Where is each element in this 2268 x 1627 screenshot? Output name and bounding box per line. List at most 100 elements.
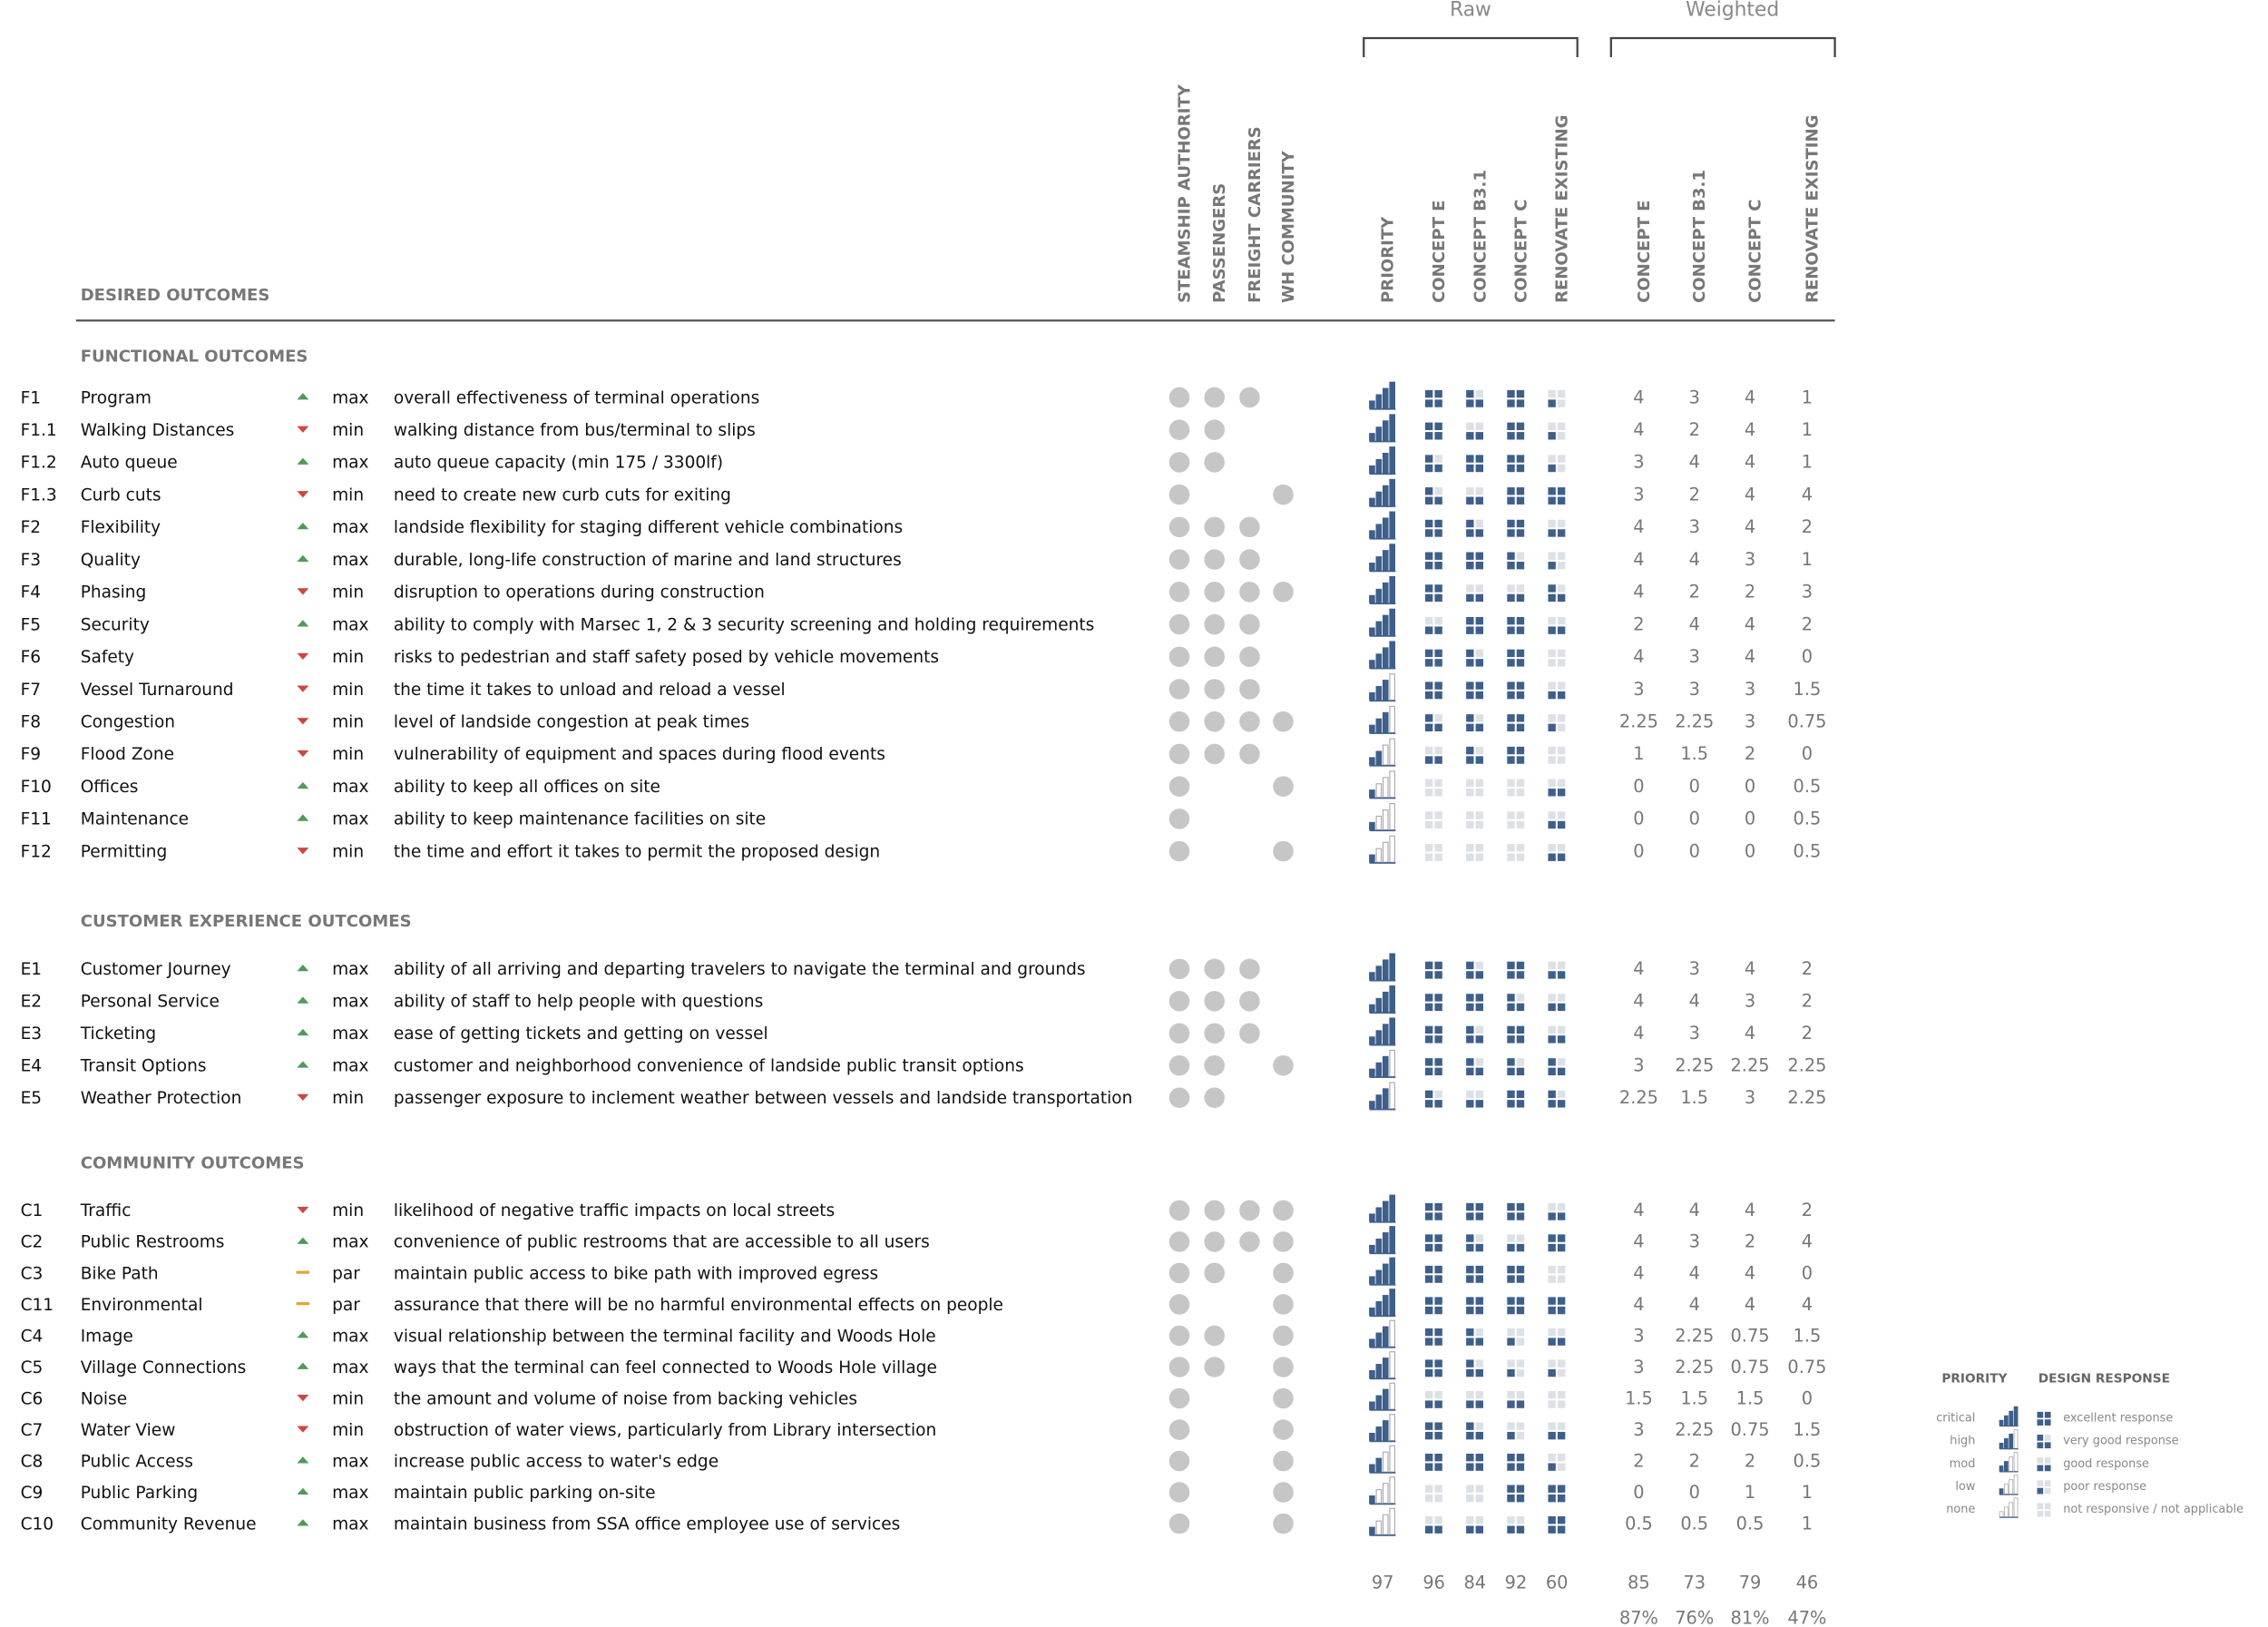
response-cell (1475, 464, 1483, 473)
stakeholder-dot (1168, 1262, 1190, 1284)
outcome-id: F6 (21, 648, 41, 667)
outcome-id: F2 (21, 518, 41, 537)
response-cell (1557, 1463, 1566, 1471)
outcome-id: E4 (21, 1057, 43, 1076)
response-cell (1557, 1202, 1566, 1211)
description: the amount and volume of noise from back… (394, 1389, 857, 1408)
weighted-score: 3 (1633, 1357, 1644, 1377)
direction: min (332, 485, 364, 505)
direction: par (332, 1296, 360, 1315)
outcome-id: F8 (21, 713, 41, 732)
priority-base (1369, 570, 1396, 573)
response-cell (1466, 779, 1474, 787)
response-cell (1466, 1422, 1474, 1430)
stakeholder-dot (1168, 1087, 1190, 1109)
priority-bar (2009, 1456, 2014, 1472)
weighted-score: 3 (1745, 549, 1755, 570)
weighted-score: 2.25 (1619, 711, 1658, 732)
direction: max (332, 1514, 368, 1534)
response-cell (1466, 487, 1474, 495)
response-cell (1424, 1243, 1433, 1252)
response-cell (1507, 1275, 1515, 1283)
response-icon (1424, 552, 1442, 570)
response-cell (1434, 584, 1442, 593)
response-icon (1424, 681, 1442, 700)
stakeholder-dot (1168, 990, 1190, 1012)
response-icon (1466, 1090, 1483, 1108)
priority-icon (1369, 953, 1396, 982)
response-cell (1516, 1516, 1525, 1524)
weighted-score: 4 (1745, 646, 1755, 667)
column-header: RENOVATE EXISTING (1553, 115, 1572, 303)
response-cell (1516, 1328, 1525, 1337)
response-cell (1516, 1431, 1525, 1440)
outcome-id: C9 (21, 1484, 44, 1503)
response-cell (1434, 1516, 1442, 1524)
priority-base (1369, 1044, 1396, 1046)
weighted-score: 4 (1745, 1294, 1755, 1315)
direction-arrow (297, 814, 309, 821)
stakeholder-dot (1239, 711, 1260, 732)
outcome-name: Program (81, 388, 152, 407)
response-cell (1475, 432, 1483, 440)
stakeholder-dot (1204, 387, 1225, 408)
response-cell (1548, 1494, 1556, 1503)
weighted-score: 4 (1745, 387, 1755, 407)
response-cell (1516, 681, 1525, 690)
response-cell (1434, 464, 1442, 473)
weighted-score: 1 (1802, 419, 1813, 440)
response-cell (1466, 496, 1474, 505)
priority-bar (1375, 848, 1383, 863)
priority-icon (1369, 544, 1396, 573)
weighted-score: 0 (1633, 809, 1644, 829)
response-cell (1475, 1368, 1483, 1377)
response-cell (1475, 853, 1483, 861)
response-icon (1548, 1359, 1566, 1377)
response-cell (1434, 1212, 1442, 1220)
stakeholder-dot (1273, 1450, 1294, 1472)
response-cell (1424, 723, 1433, 732)
column-header: CONCEPT B3.1 (1471, 170, 1490, 303)
priority-bar (1369, 465, 1375, 475)
response-cell (1475, 691, 1483, 700)
response-cell (1548, 971, 1556, 979)
priority-bar (1382, 550, 1389, 572)
response-cell (1466, 1234, 1474, 1242)
response-icon (1507, 1090, 1525, 1108)
weighted-score: 3 (1745, 711, 1755, 732)
priority-icon (1369, 1382, 1396, 1411)
priority-base (1369, 700, 1396, 702)
response-icon (1507, 1202, 1525, 1220)
weighted-score: 2 (1745, 582, 1755, 603)
response-icon (1466, 616, 1483, 634)
priority-bar (1382, 991, 1389, 1013)
response-cell (2044, 1487, 2051, 1495)
response-cell (1466, 1328, 1474, 1337)
weighted-score: 3 (1689, 679, 1700, 700)
response-cell (1466, 1390, 1474, 1399)
response-cell (1466, 1297, 1474, 1305)
response-cell (1475, 496, 1483, 505)
response-icon (1507, 584, 1525, 603)
response-cell (1557, 1485, 1566, 1493)
response-icon (1424, 1453, 1442, 1471)
response-icon (1424, 1328, 1442, 1346)
weighted-score: 2 (1689, 484, 1700, 505)
priority-icon (1369, 1476, 1396, 1505)
outcome-id: C5 (21, 1358, 44, 1377)
response-cell (1434, 1067, 1442, 1076)
response-cell (1507, 1212, 1515, 1220)
priority-bar (1389, 641, 1395, 669)
response-cell (1466, 649, 1474, 658)
response-cell (1466, 1212, 1474, 1220)
response-icon (1466, 584, 1483, 603)
response-icon (1466, 1516, 1483, 1534)
response-cell (1516, 562, 1525, 570)
response-cell (1507, 756, 1515, 764)
direction-arrow (297, 491, 309, 498)
response-cell (1424, 1516, 1433, 1524)
response-cell (2037, 1419, 2044, 1426)
response-cell (1466, 422, 1474, 431)
weighted-score: 3 (1745, 1087, 1755, 1108)
response-cell (1516, 844, 1525, 852)
